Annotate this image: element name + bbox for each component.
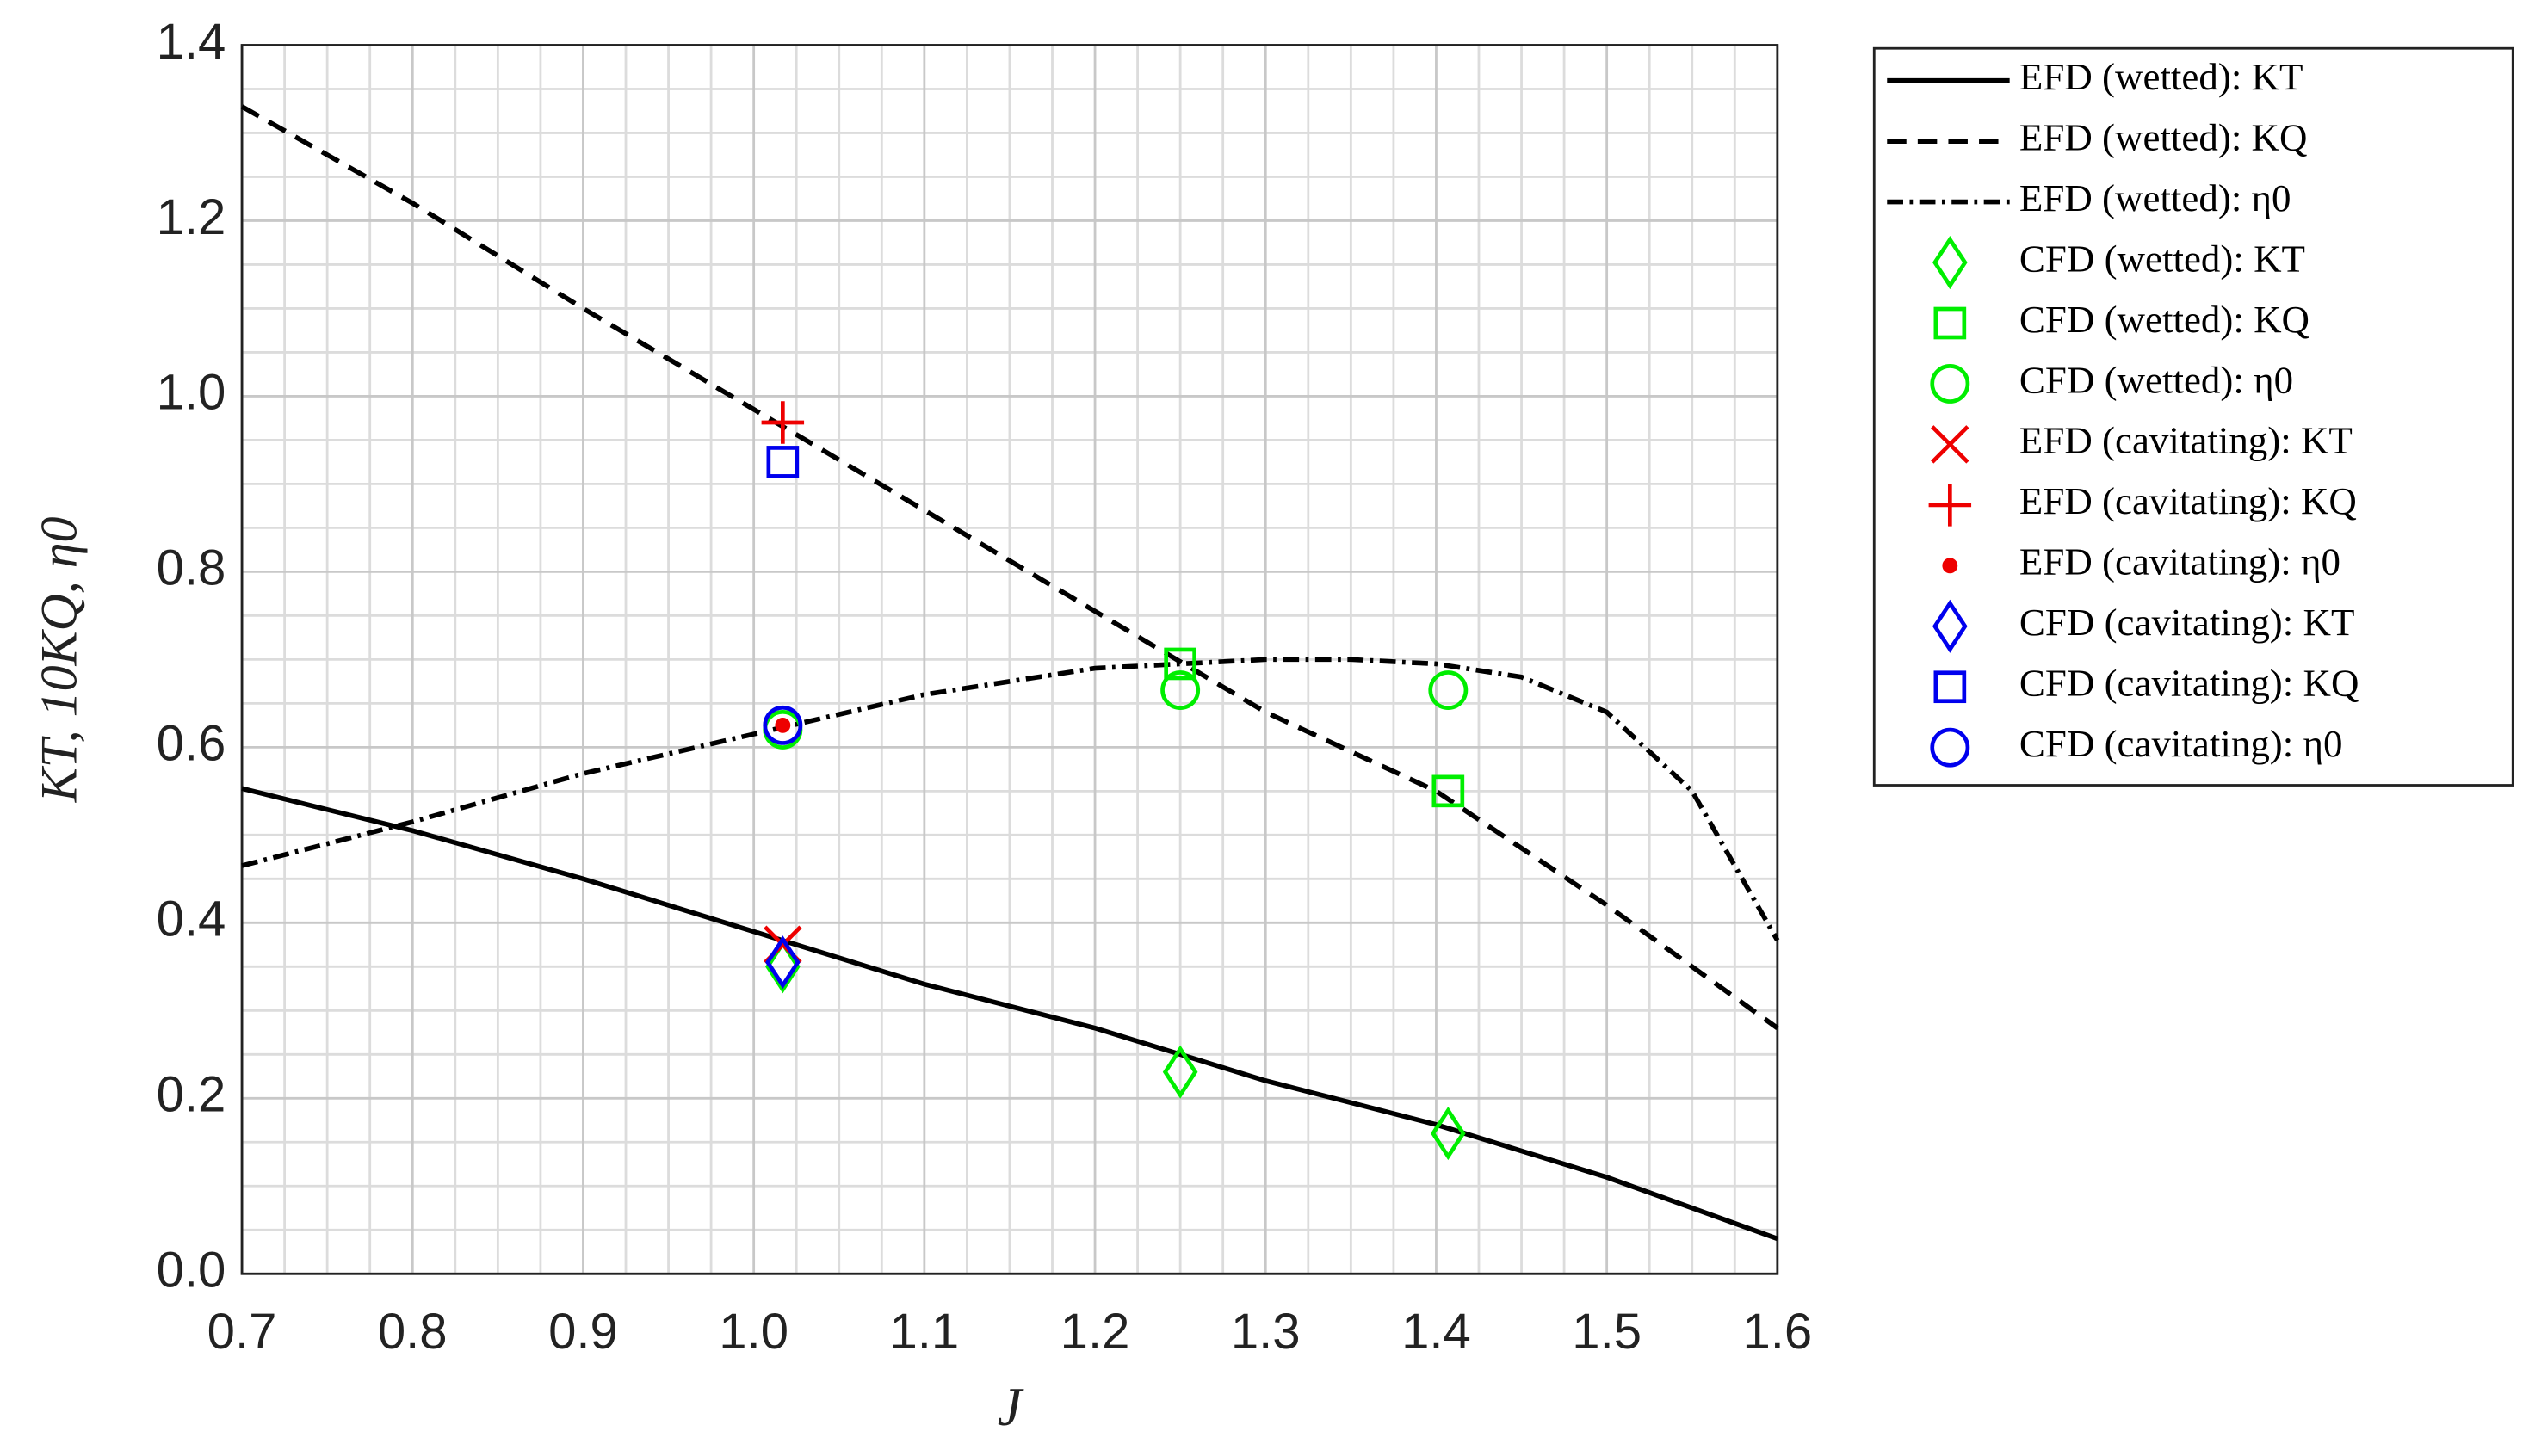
- y-tick-label: 0.0: [157, 1243, 226, 1299]
- x-tick-label: 1.1: [889, 1304, 959, 1360]
- legend-label: EFD (cavitating): η0: [2019, 540, 2340, 583]
- marker: [1933, 670, 1967, 704]
- x-tick-label: 1.2: [1060, 1304, 1130, 1360]
- x-tick-label: 0.8: [378, 1304, 448, 1360]
- marker: [1930, 364, 1970, 404]
- marker: [1160, 670, 1201, 711]
- x-tick-label: 1.6: [1742, 1304, 1812, 1360]
- legend-label: EFD (wetted): KQ: [2019, 115, 2308, 158]
- marker: [1930, 727, 1970, 768]
- marker: [766, 446, 800, 478]
- marker: [775, 717, 791, 733]
- y-tick-label: 0.4: [157, 891, 226, 947]
- legend-box: [1872, 46, 2514, 787]
- marker: [1164, 647, 1196, 681]
- legend-label: CFD (cavitating): KQ: [2019, 662, 2359, 705]
- x-tick-label: 1.5: [1572, 1304, 1642, 1360]
- legend-label: EFD (cavitating): KQ: [2019, 479, 2357, 522]
- y-axis-label: KT, 10KQ, η0: [31, 516, 88, 803]
- line: [241, 657, 1780, 942]
- y-tick-label: 0.6: [157, 716, 226, 772]
- marker: [765, 940, 801, 994]
- marker: [763, 705, 803, 745]
- legend-label: CFD (cavitating): η0: [2019, 722, 2343, 765]
- line: [240, 104, 1779, 1030]
- y-tick-label: 1.0: [157, 365, 226, 421]
- plot-frame: [240, 44, 1779, 1275]
- marker: [761, 401, 805, 444]
- legend-label: CFD (wetted): KQ: [2019, 298, 2309, 341]
- marker: [1942, 558, 1958, 574]
- y-tick-label: 0.2: [157, 1067, 226, 1123]
- x-axis-label: J: [998, 1376, 1024, 1437]
- y-tick-label: 1.2: [157, 189, 226, 245]
- legend: EFD (wetted): KT EFD (wetted): KQ EFD (wet…: [1872, 46, 2514, 787]
- x-tick-label: 1.0: [719, 1304, 788, 1360]
- marker: [1928, 484, 1972, 527]
- x-tick-label: 1.3: [1231, 1304, 1301, 1360]
- marker: [1162, 1045, 1198, 1099]
- x-tick-label: 0.9: [548, 1304, 618, 1360]
- marker: [1428, 670, 1469, 711]
- x-tick-label: 1.4: [1401, 1304, 1471, 1360]
- y-tick-label: 0.8: [157, 540, 226, 596]
- x-tick-label: 0.7: [207, 1304, 277, 1360]
- legend-label: CFD (wetted): KT: [2019, 237, 2305, 280]
- line: [241, 786, 1778, 1242]
- marker: [1933, 306, 1967, 340]
- legend-label: EFD (wetted): η0: [2019, 176, 2291, 219]
- marker: [1431, 1107, 1466, 1161]
- y-tick-label: 1.4: [157, 14, 226, 70]
- legend-label: CFD (wetted): η0: [2019, 358, 2293, 401]
- marker: [765, 935, 801, 990]
- marker: [1932, 235, 1968, 290]
- marker: [1932, 599, 1968, 653]
- marker: [1431, 774, 1465, 808]
- legend-label: EFD (cavitating): KT: [2019, 419, 2353, 462]
- legend-label: CFD (cavitating): KT: [2019, 601, 2355, 644]
- marker: [1931, 425, 1969, 464]
- legend-label: EFD (wetted): KT: [2019, 55, 2303, 98]
